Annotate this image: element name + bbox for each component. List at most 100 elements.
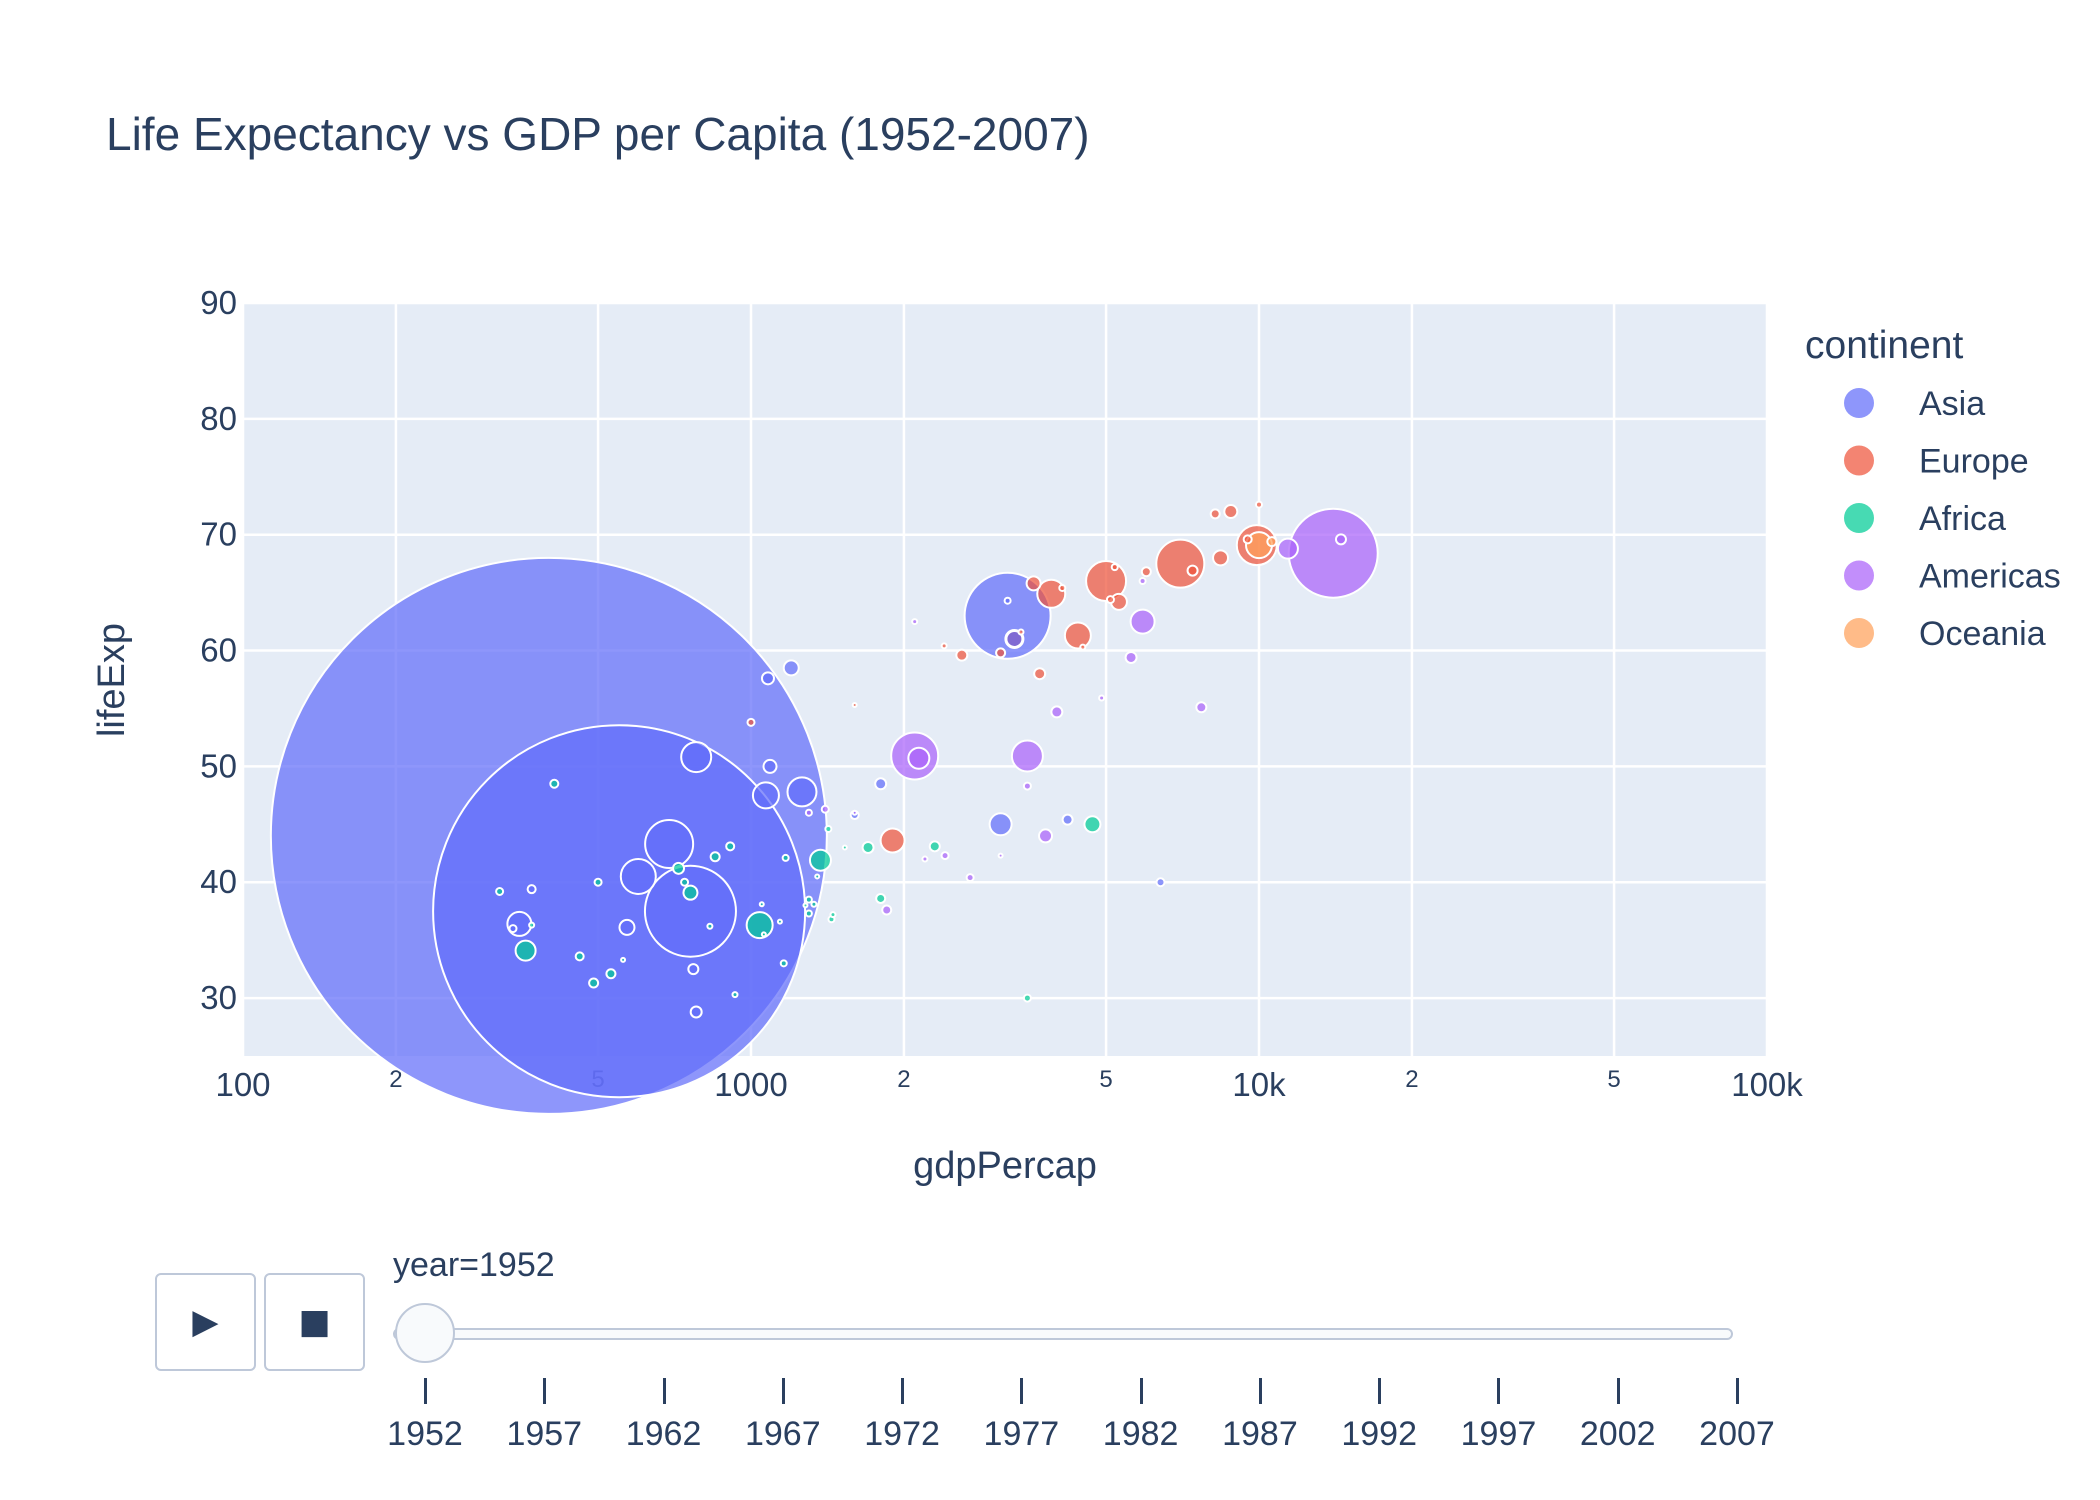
stop-button[interactable]: ■ [264,1273,365,1371]
bubble-asia [619,857,657,895]
slider-step-label[interactable]: 2007 [1699,1415,1775,1453]
slider-step-label[interactable]: 2002 [1579,1415,1656,1453]
slider-step-tick[interactable] [1616,1378,1620,1404]
slider-step-label[interactable]: 1972 [864,1415,940,1453]
bubble-asia [689,1005,703,1019]
bubble-europe [995,647,1007,659]
legend-item-europe[interactable]: Europe [1919,443,2029,481]
bubble-africa [588,977,600,989]
bubble-americas [1010,739,1044,773]
bubble-africa [804,895,813,904]
bubble-americas [1334,533,1347,546]
bubble-asia [1061,813,1074,826]
slider-step-label[interactable]: 1957 [506,1415,583,1453]
bubble-asia [508,924,518,934]
x-tick-label: 100 [215,1066,270,1103]
legend-item-americas[interactable]: Americas [1919,558,2061,596]
slider-step-label[interactable]: 1987 [1222,1415,1298,1453]
bubble-africa [495,886,505,896]
bubble-americas [820,804,830,814]
slider-step-tick[interactable] [543,1378,547,1404]
bubble-africa [808,848,832,872]
bubble-americas [907,746,931,770]
bubble-americas [881,904,893,916]
y-tick-label: 60 [200,632,237,669]
year-slider-handle[interactable] [395,1303,455,1363]
y-axis-title: lifeExp [91,623,133,737]
slider-step-tick[interactable] [901,1378,905,1404]
legend-item-oceania[interactable]: Oceania [1919,615,2046,653]
x-minor-tick-label: 2 [897,1066,910,1093]
bubble-asia [963,571,1052,660]
bubble-europe [955,648,969,662]
bubble-africa [1022,993,1032,1003]
slider-step-tick[interactable] [1258,1378,1262,1404]
bubble-europe [1223,504,1239,520]
bubble-americas [1129,608,1156,635]
slider-step-label[interactable]: 1962 [625,1415,702,1453]
bubble-europe [940,642,948,650]
bubble-americas [1138,577,1147,586]
slider-step-tick[interactable] [1497,1378,1501,1404]
x-axis-title: gdpPercap [913,1145,1097,1187]
x-minor-tick-label: 2 [1405,1066,1418,1093]
slider-step-label[interactable]: 1982 [1102,1415,1179,1453]
bubble-americas [851,809,858,816]
slider-step-tick[interactable] [662,1378,666,1404]
bubble-africa [1083,815,1102,834]
slider-step-label[interactable]: 1952 [387,1415,463,1453]
bubble-asia [643,864,737,958]
y-tick-label: 80 [200,400,237,437]
slider-step-tick[interactable] [1020,1378,1024,1404]
bubble-africa [682,884,699,901]
bubble-asia [760,671,775,686]
bubble-asia [874,777,888,791]
bubble-africa [804,909,813,918]
chart-title: Life Expectancy vs GDP per Capita (1952-… [106,108,1090,160]
x-tick-labels: 100100010k100k252525 [215,1066,1803,1103]
bubble-africa [829,911,837,919]
bubble-africa [709,851,721,863]
bubble-americas [1287,507,1379,599]
bubble-americas [1022,781,1032,791]
slider-step-tick[interactable] [1736,1378,1739,1404]
play-icon: ▶ [192,1302,219,1342]
slider-step-tick[interactable] [424,1378,427,1404]
slider-step-tick[interactable] [781,1378,785,1404]
bubble-americas [1038,828,1054,844]
slider-step-label[interactable]: 1967 [744,1415,821,1453]
bubble-americas [804,808,813,817]
bubble-asia [782,659,800,677]
bubble-africa [810,900,818,908]
bubble-europe [1085,560,1128,603]
y-tick-label: 50 [200,747,237,784]
bubble-europe [879,827,906,854]
slider-step-tick[interactable] [1378,1378,1382,1404]
bubble-africa [620,956,627,963]
stop-icon: ■ [298,1302,331,1342]
slider-step-label[interactable]: 1997 [1460,1415,1537,1453]
bubble-europe [851,701,858,708]
legend-item-africa[interactable]: Africa [1919,500,2006,538]
legend-marker-asia [1844,388,1874,418]
play-button[interactable]: ▶ [155,1273,256,1371]
bubble-africa [802,902,809,909]
bubble-americas [1050,705,1064,719]
year-slider-rail[interactable] [393,1328,1733,1340]
y-tick-label: 70 [200,516,237,553]
bubble-europe [1017,628,1025,636]
slider-step-label[interactable]: 1992 [1341,1415,1417,1453]
legend-marker-europe [1844,445,1874,476]
bubble-asia [786,776,818,808]
bubble-africa [814,873,821,880]
bubble-europe [1105,595,1115,605]
bubble-europe [1033,667,1047,681]
bubble-africa [605,968,617,980]
slider-step-label[interactable]: 1977 [983,1415,1060,1453]
slider-step-tick[interactable] [1139,1378,1143,1404]
y-tick-label: 30 [200,979,237,1016]
bubble-africa [574,951,585,962]
x-tick-label: 100k [1731,1066,1803,1103]
legend-item-asia[interactable]: Asia [1919,385,1985,423]
